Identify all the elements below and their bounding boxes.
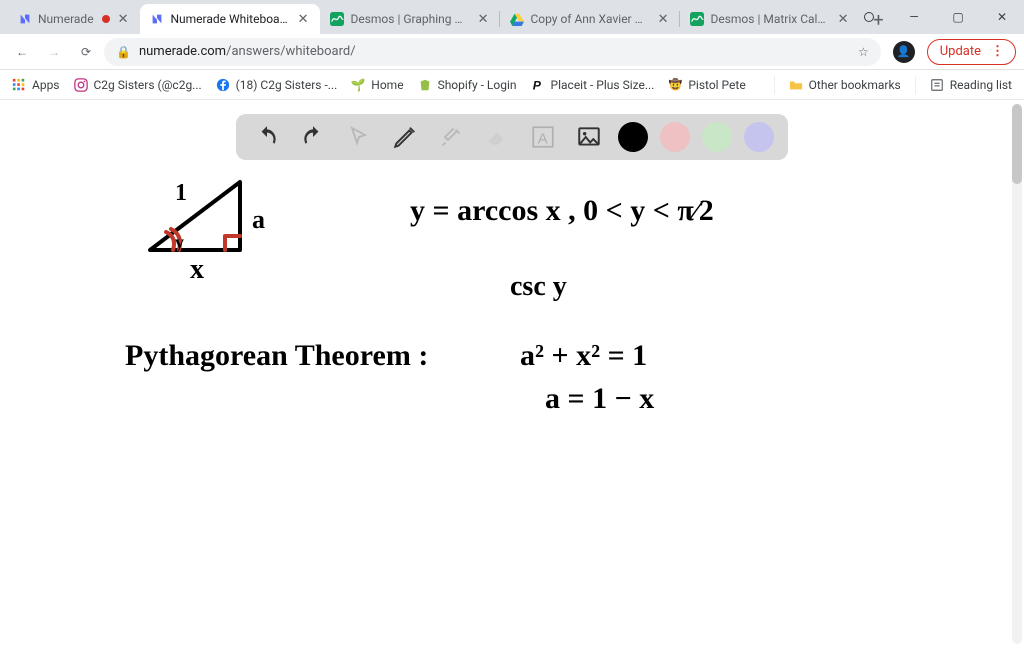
tab-close-icon[interactable]: ✕ (476, 12, 491, 27)
divider (915, 76, 916, 94)
tab-numerade[interactable]: Numerade ✕ (8, 4, 140, 34)
bookmark-label: (18) C2g Sisters -... (236, 78, 338, 92)
profile-avatar-icon[interactable]: 👤 (893, 41, 915, 63)
equation-a-solve: a = 1 − x (545, 382, 654, 415)
bookmark-label: Home (371, 78, 403, 92)
divider (774, 76, 775, 94)
window-minimize-button[interactable]: — (892, 2, 936, 32)
tab-strip: Numerade ✕ Numerade Whiteboard ✕ Desmos … (8, 0, 892, 34)
bookmark-pistol-pete[interactable]: 🤠 Pistol Pete (668, 78, 745, 92)
numerade-icon (150, 12, 164, 26)
triangle-drawing (150, 182, 240, 250)
update-button[interactable]: Update ⋮ (927, 39, 1016, 65)
browser-titlebar: Numerade ✕ Numerade Whiteboard ✕ Desmos … (0, 0, 1024, 34)
other-bookmarks-label: Other bookmarks (809, 78, 901, 92)
equation-arccos: y = arccos x , 0 < y < π⁄2 (410, 194, 714, 227)
tab-close-icon[interactable]: ✕ (296, 12, 311, 27)
tab-google-drive-copy[interactable]: Copy of Ann Xavier Ganter ✕ (500, 4, 680, 34)
tab-desmos-matrix[interactable]: Desmos | Matrix Calculator ✕ (680, 4, 860, 34)
tab-title: Desmos | Graphing Calcul... (350, 12, 469, 26)
back-button[interactable]: ← (8, 38, 36, 66)
tab-title: Desmos | Matrix Calculator (710, 12, 829, 26)
url-text: numerade.com/answers/whiteboard/ (139, 44, 850, 59)
bookmark-shopify[interactable]: Shopify - Login (418, 78, 517, 92)
bookmark-label: Pistol Pete (688, 78, 745, 92)
window-close-button[interactable]: ✕ (980, 2, 1024, 32)
placeit-icon: P (531, 78, 545, 92)
equation-pyth: a² + x² = 1 (520, 339, 647, 372)
tab-desmos-graphing[interactable]: Desmos | Graphing Calcul... ✕ (320, 4, 500, 34)
reading-list-label: Reading list (950, 78, 1012, 92)
reading-list-icon (930, 78, 944, 92)
tab-title: Numerade Whiteboard (170, 12, 289, 26)
lock-icon: 🔒 (116, 45, 131, 59)
apps-button[interactable]: Apps (12, 78, 60, 92)
shopify-icon (418, 78, 432, 92)
label-pythagorean: Pythagorean Theorem : (125, 339, 428, 372)
bookmarks-bar: Apps C2g Sisters (@c2g... (18) C2g Siste… (0, 70, 1024, 100)
address-bar[interactable]: 🔒 numerade.com/answers/whiteboard/ ☆ (104, 38, 881, 66)
bookmark-facebook[interactable]: (18) C2g Sisters -... (216, 78, 338, 92)
svg-text:P: P (532, 78, 541, 92)
browser-toolbar: ← → ⟳ 🔒 numerade.com/answers/whiteboard/… (0, 34, 1024, 70)
apps-grid-icon (12, 78, 26, 92)
folder-icon (789, 78, 803, 92)
bookmark-home[interactable]: 🌱 Home (351, 78, 403, 92)
other-bookmarks-button[interactable]: Other bookmarks (789, 78, 901, 92)
google-drive-icon (510, 12, 524, 26)
triangle-angle-label: y (175, 232, 184, 252)
url-host: numerade.com (139, 44, 226, 59)
reading-list-button[interactable]: Reading list (930, 78, 1012, 92)
bookmark-instagram[interactable]: C2g Sisters (@c2g... (74, 78, 202, 92)
triangle-opp-label: a (252, 205, 265, 234)
window-maximize-button[interactable]: ▢ (936, 2, 980, 32)
triangle-hyp-label: 1 (175, 180, 187, 206)
tab-title: Numerade (38, 12, 94, 26)
bookmark-placeit[interactable]: P Placeit - Plus Size... (531, 78, 655, 92)
whiteboard-canvas[interactable]: 1 a x y y = arccos x , 0 < y < π⁄2 csc y… (0, 100, 1024, 652)
reload-button[interactable]: ⟳ (72, 38, 100, 66)
equation-csc: csc y (510, 271, 567, 302)
bookmark-label: Placeit - Plus Size... (551, 78, 655, 92)
facebook-icon (216, 78, 230, 92)
triangle-adj-label: x (190, 254, 204, 285)
pistol-pete-icon: 🤠 (668, 78, 682, 92)
tab-title: Copy of Ann Xavier Ganter (530, 12, 649, 26)
tab-close-icon[interactable]: ✕ (836, 12, 851, 27)
url-path: /answers/whiteboard/ (226, 44, 355, 59)
bookmark-label: Shopify - Login (438, 78, 517, 92)
bookmark-label: C2g Sisters (@c2g... (94, 78, 202, 92)
recording-indicator-icon (102, 15, 110, 23)
numerade-icon (18, 12, 32, 26)
instagram-icon (74, 78, 88, 92)
update-label: Update (940, 44, 981, 59)
forward-button[interactable]: → (40, 38, 68, 66)
desmos-icon (690, 12, 704, 26)
menu-icon[interactable]: ⋮ (991, 50, 1005, 54)
page-content: A 1 a x y y = arccos x , 0 < (0, 100, 1024, 652)
account-switch-icon[interactable] (864, 12, 874, 22)
desmos-icon (330, 12, 344, 26)
tab-numerade-whiteboard[interactable]: Numerade Whiteboard ✕ (140, 4, 320, 34)
tab-close-icon[interactable]: ✕ (656, 12, 671, 27)
tab-close-icon[interactable]: ✕ (116, 12, 131, 27)
bookmark-star-icon[interactable]: ☆ (858, 45, 869, 59)
apps-label: Apps (32, 78, 60, 92)
sprout-icon: 🌱 (351, 78, 365, 92)
window-controls: — ▢ ✕ (864, 0, 1024, 34)
